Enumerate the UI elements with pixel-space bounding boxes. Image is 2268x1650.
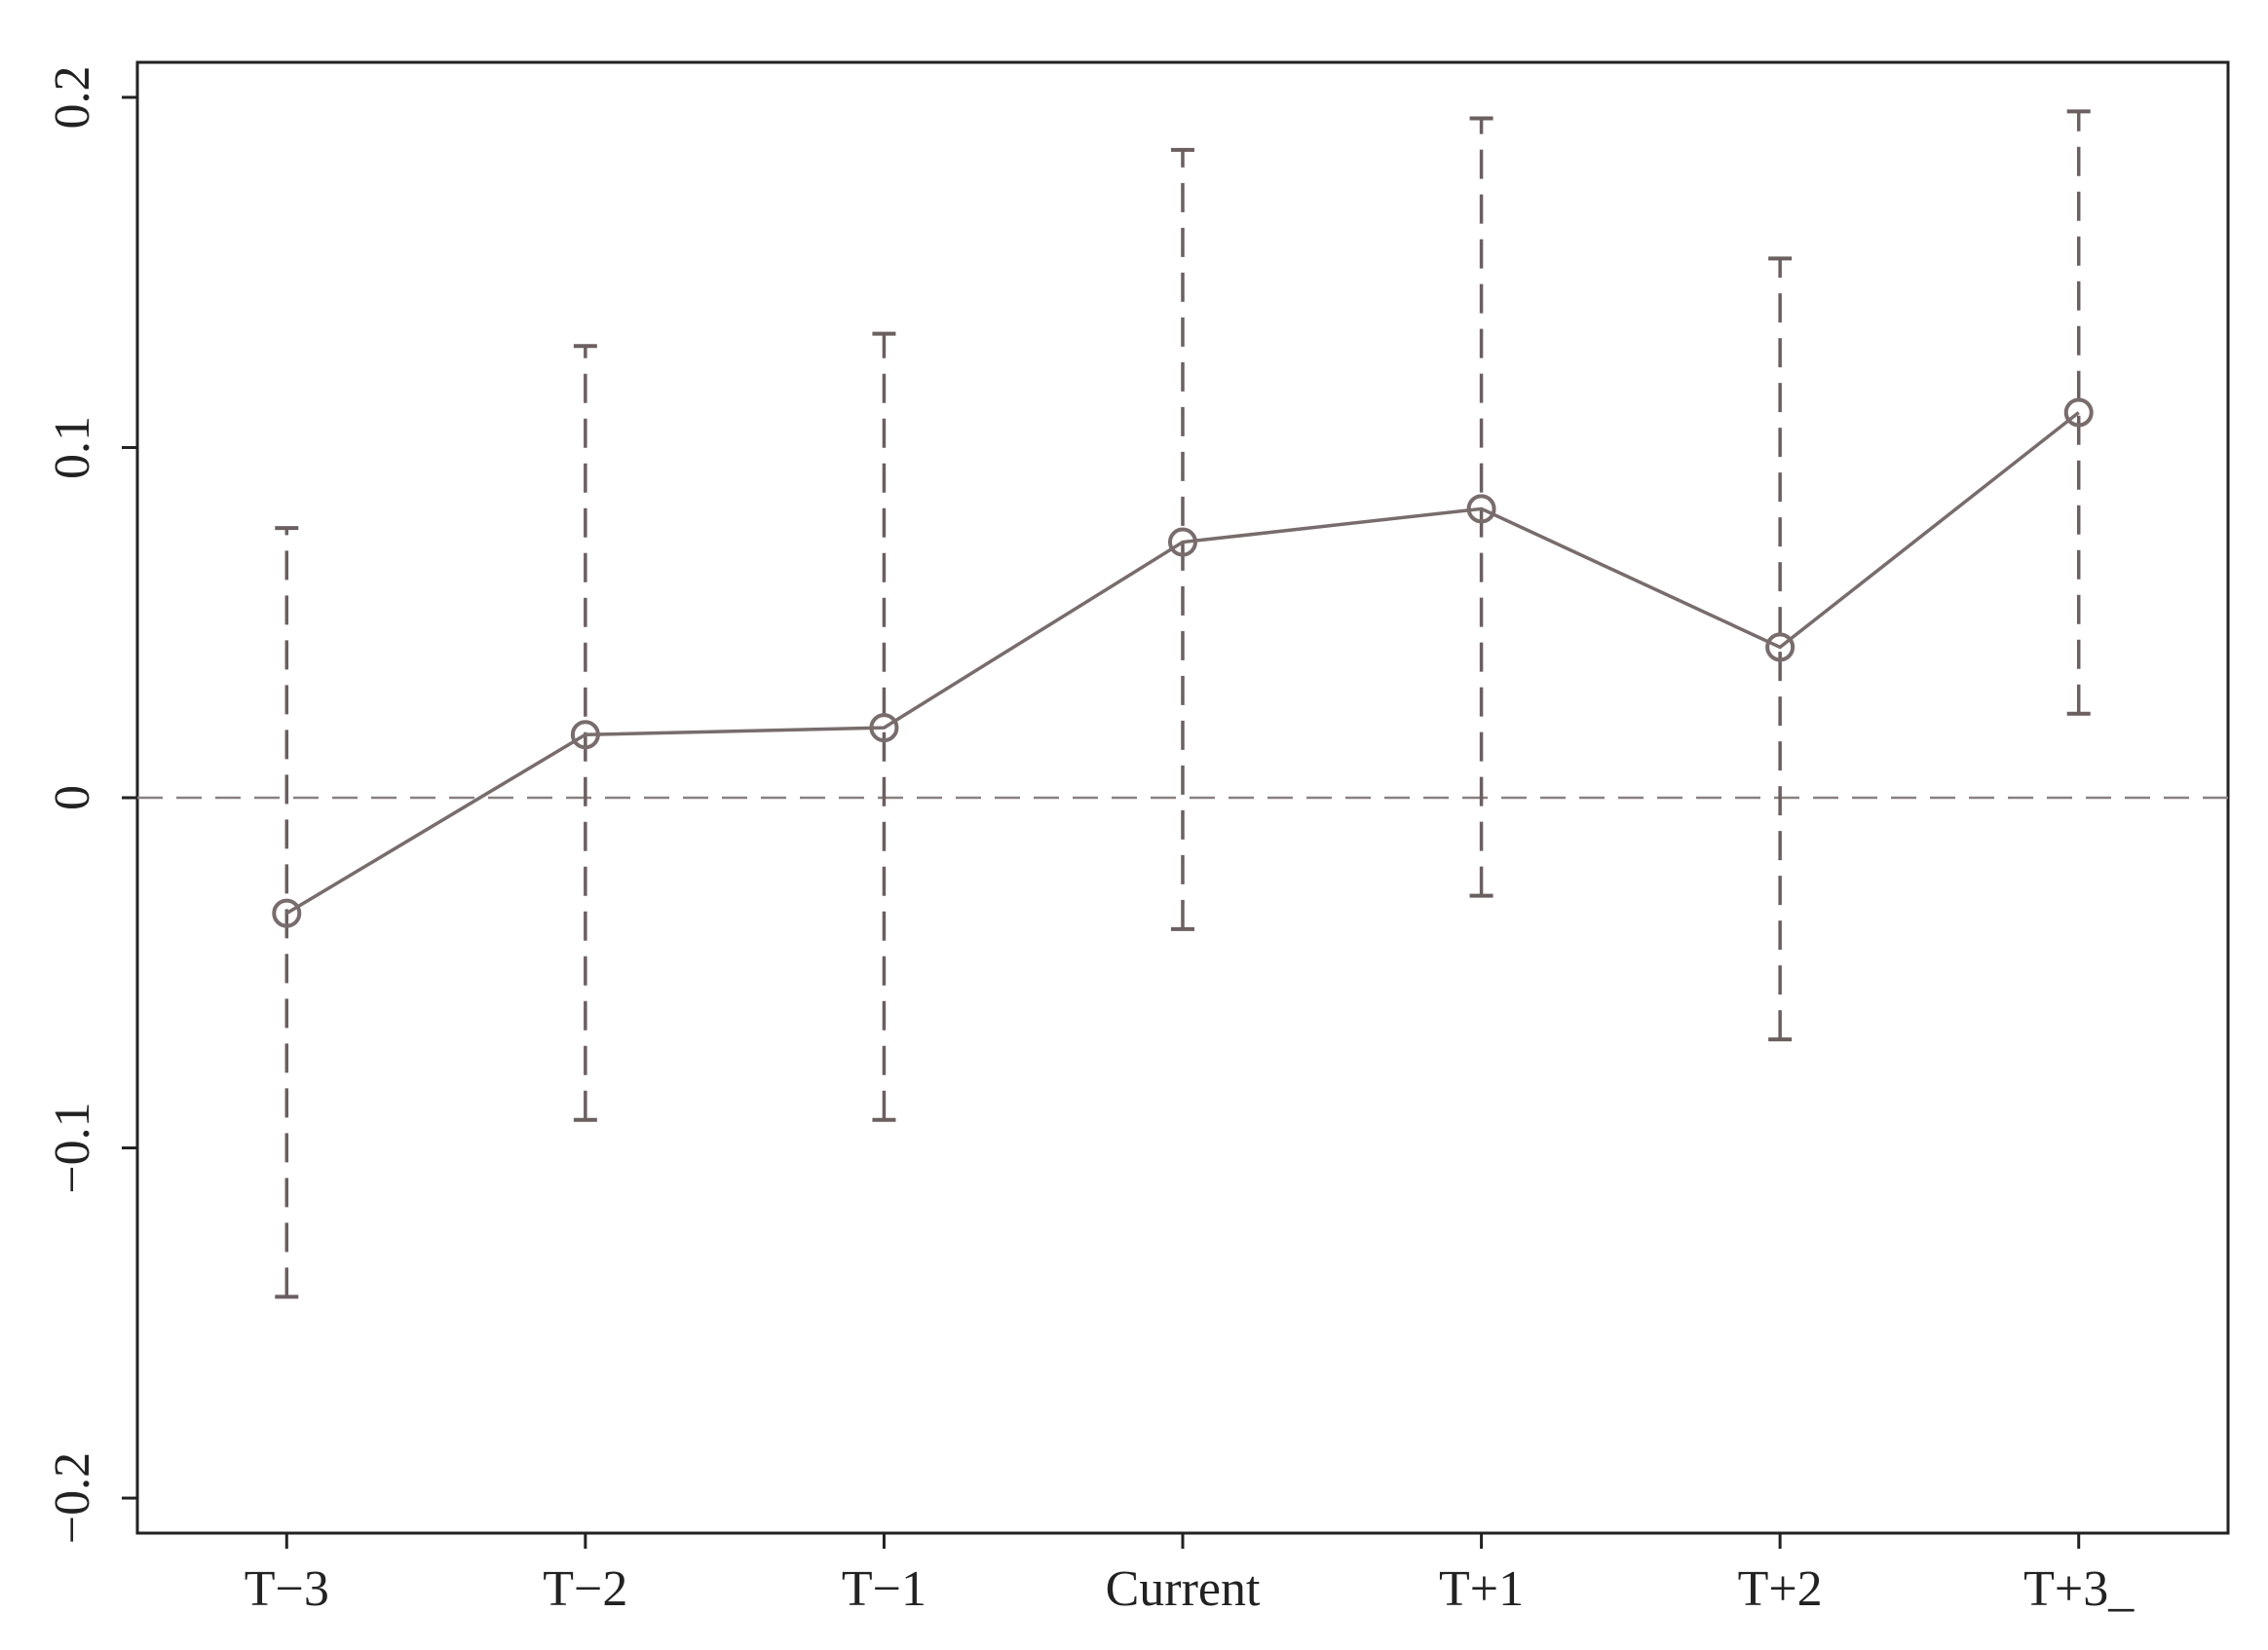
point	[2063, 397, 2094, 428]
x-tick-label: T−3	[245, 1561, 329, 1617]
point	[570, 720, 600, 750]
point	[1765, 632, 1796, 662]
y-tick-label: −0.2	[45, 1452, 100, 1544]
x-tick-label: T+3_	[2023, 1561, 2135, 1617]
y-tick-label: 0.1	[45, 416, 100, 479]
point	[1168, 527, 1197, 557]
x-tick-label: T+2	[1738, 1561, 1823, 1617]
point	[272, 898, 302, 928]
y-tick-label: 0.2	[45, 65, 100, 129]
point	[1466, 494, 1496, 524]
x-tick-label: T−2	[543, 1561, 627, 1617]
x-tick-label: T−1	[842, 1561, 926, 1617]
line	[285, 411, 2080, 916]
y-tick-label: −0.1	[45, 1102, 100, 1193]
y-tick-label: 0	[45, 785, 100, 810]
x-tick-label: Current	[1106, 1561, 1261, 1617]
point	[869, 713, 899, 743]
x-tick-label: T+1	[1439, 1561, 1524, 1617]
